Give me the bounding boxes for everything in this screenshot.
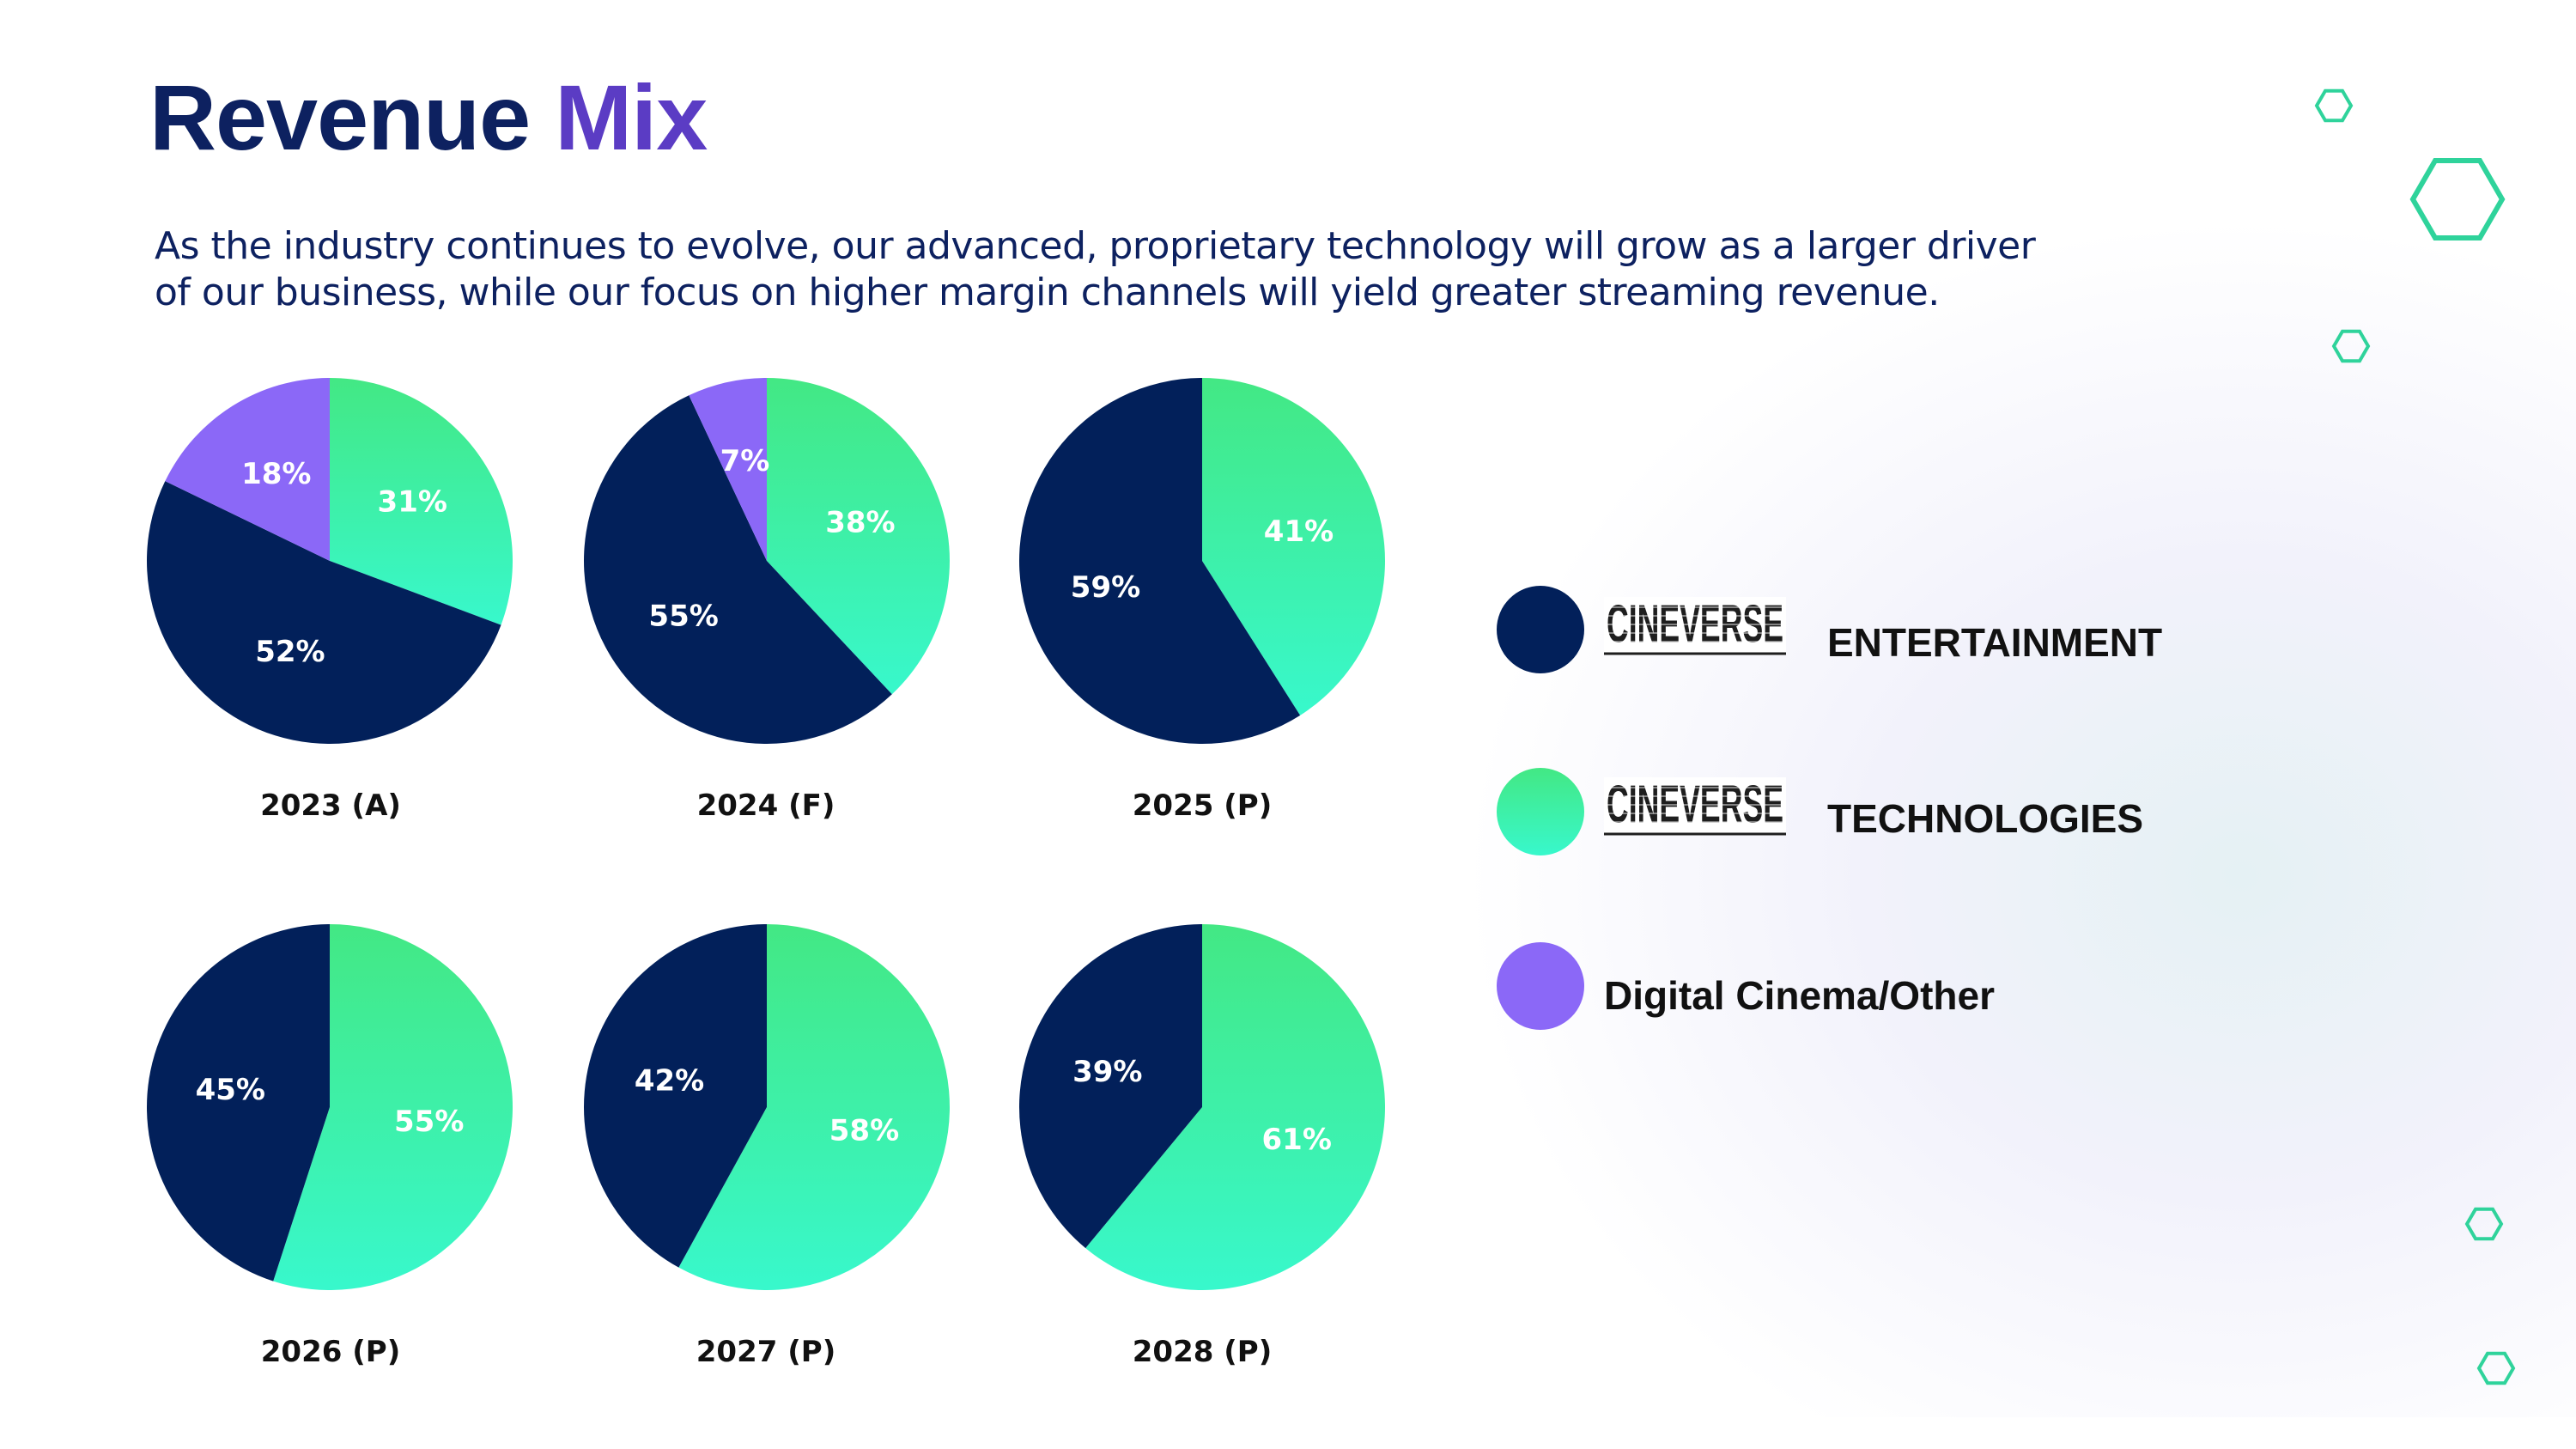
title-part-2: Mix	[555, 65, 708, 169]
pie-slice-entertainment	[146, 481, 501, 745]
pie-chart-2028-p: 61% 39%	[1018, 924, 1386, 1290]
pie-chart-2027-p: 58% 42%	[584, 924, 951, 1290]
legend-entertainment-label: ENTERTAINMENT	[1827, 620, 2163, 665]
pie-slice-technologies	[330, 378, 513, 625]
pie-slice-technologies	[767, 378, 950, 695]
pie-slice-entertainment	[1018, 924, 1202, 1249]
pie-slice-technologies	[1202, 378, 1385, 715]
pie-slice-technologies	[1085, 924, 1386, 1290]
pie-chart-2024-f: 38% 55% 7%	[583, 378, 950, 744]
title-part-1: Revenue	[149, 65, 531, 169]
legend-entertainment-swatch	[1497, 586, 1584, 673]
cineverse-logo-entertainment: CINEVERSE	[1604, 597, 1786, 655]
pie-slice-label: 55%	[394, 1105, 464, 1139]
chart-year-label-2024: 2024 (F)	[696, 788, 835, 823]
pie-slice-digital-cinema-other	[689, 378, 767, 561]
page-title: Revenue Mix	[149, 62, 708, 174]
pie-slice-entertainment	[583, 395, 892, 744]
pie-slice-entertainment	[1019, 378, 1301, 744]
pie-slice-label: 58%	[829, 1114, 899, 1148]
pie-slice-label: 38%	[825, 505, 895, 539]
hexagon-decoration-icon	[2314, 88, 2354, 123]
brand-name-text: CINEVERSE	[1607, 777, 1783, 834]
pie-slice-label: 31%	[378, 485, 447, 520]
pie-slice-label: 42%	[635, 1063, 704, 1098]
legend-digital-cinema-swatch	[1497, 942, 1584, 1030]
pie-chart-2026-p: 55% 45%	[147, 924, 513, 1291]
chart-year-label-2026: 2026 (P)	[260, 1335, 401, 1369]
page-subtitle: As the industry continues to evolve, our…	[155, 224, 2036, 314]
pie-slice-technologies	[678, 924, 951, 1290]
pie-slice-label: 18%	[241, 457, 311, 491]
pie-chart-2025-p: 41% 59%	[1019, 378, 1385, 744]
chart-year-label-2025: 2025 (P)	[1132, 788, 1273, 823]
hexagon-decoration-icon	[2331, 329, 2371, 363]
legend-technologies-swatch	[1497, 768, 1584, 855]
chart-year-label-2027: 2027 (P)	[696, 1335, 836, 1369]
pie-chart-2023-a: 31% 52% 18%	[146, 378, 513, 745]
hexagon-decoration-icon	[2476, 1351, 2516, 1385]
legend-digital-cinema-label: Digital Cinema/Other	[1604, 973, 1995, 1018]
brand-name-text: CINEVERSE	[1607, 597, 1783, 654]
cineverse-logo-technologies: CINEVERSE	[1604, 777, 1786, 836]
chart-year-label-2023: 2023 (A)	[260, 788, 401, 823]
hexagon-decoration-icon	[2409, 158, 2506, 240]
pie-slice-digital-cinema-other	[165, 378, 330, 561]
hexagon-decoration-icon	[2464, 1207, 2504, 1241]
pie-slice-label: 45%	[196, 1073, 265, 1107]
pie-slice-label: 41%	[1264, 514, 1334, 549]
pie-slice-label: 55%	[648, 599, 718, 633]
legend-technologies-label: TECHNOLOGIES	[1827, 796, 2144, 841]
pie-slice-technologies	[273, 924, 513, 1291]
pie-slice-label: 52%	[255, 635, 325, 669]
chart-year-label-2028: 2028 (P)	[1132, 1335, 1273, 1369]
pie-slice-entertainment	[584, 924, 767, 1268]
pie-slice-label: 7%	[720, 444, 770, 478]
pie-slice-entertainment	[147, 924, 330, 1282]
pie-slice-label: 39%	[1072, 1055, 1142, 1089]
pie-slice-label: 59%	[1071, 570, 1140, 605]
pie-slice-label: 61%	[1262, 1123, 1332, 1157]
